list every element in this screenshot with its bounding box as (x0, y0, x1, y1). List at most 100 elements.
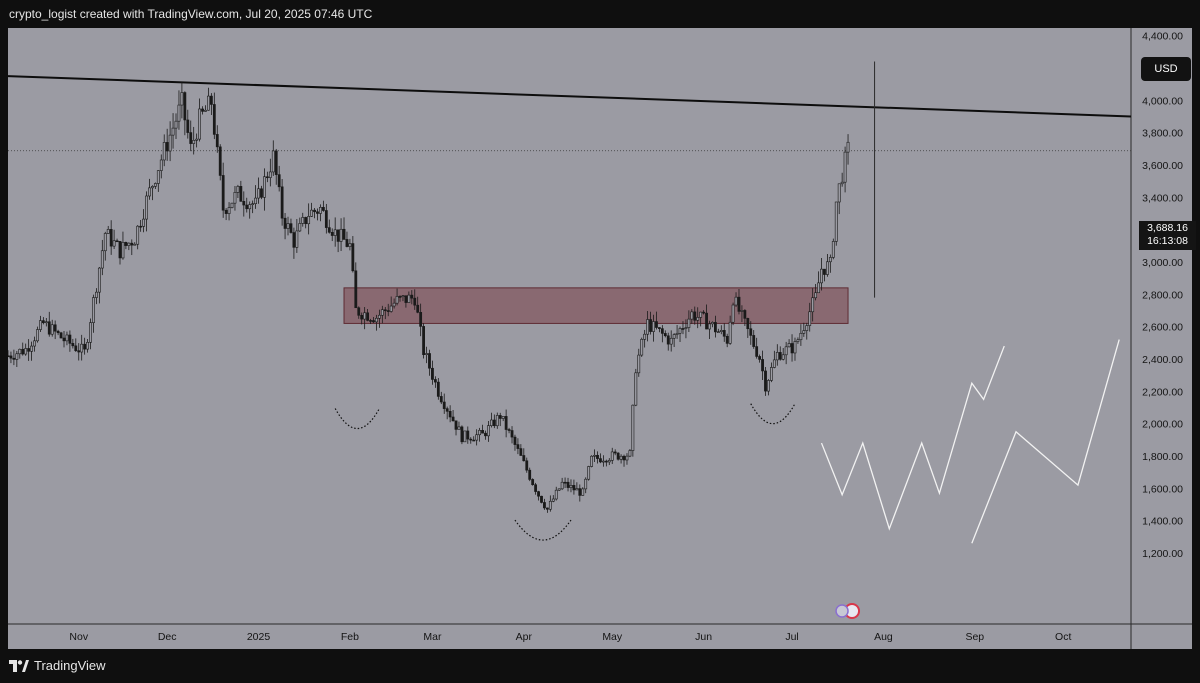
candle-body (201, 108, 204, 112)
candle-body (345, 239, 349, 247)
candle-body (660, 328, 664, 334)
candle-body (386, 310, 390, 312)
candle-body (274, 150, 278, 175)
candle-body (837, 183, 841, 203)
candle-body (50, 324, 54, 335)
candle-body (752, 335, 756, 347)
candle-body (130, 242, 134, 246)
currency-button[interactable]: USD (1141, 57, 1191, 81)
candle-body (8, 355, 10, 358)
candle-body (755, 346, 759, 357)
candle-body (799, 332, 803, 341)
candle-body (669, 337, 673, 345)
candle-body (684, 327, 688, 329)
candle-body (457, 426, 461, 430)
last-price-value: 3,688.16 (1147, 222, 1188, 234)
candle-body (510, 430, 514, 438)
candle-body (392, 302, 396, 307)
candle-body (327, 227, 331, 233)
candle-body (460, 426, 464, 443)
candle-body (528, 469, 532, 480)
candle-body (265, 176, 269, 179)
candle-body (133, 243, 137, 246)
bottom-arc (750, 403, 796, 425)
candle-body (554, 489, 558, 500)
candle-body (239, 186, 243, 202)
candle-body (77, 350, 81, 353)
candle-body (634, 372, 638, 406)
tradingview-logo[interactable]: TradingView (9, 658, 106, 673)
x-tick-label: Feb (341, 631, 359, 643)
candle-body (442, 401, 446, 409)
candle-body (516, 444, 520, 449)
candle-body (124, 242, 128, 246)
y-tick-label: 2,600.00 (1142, 322, 1183, 334)
candle-body (469, 438, 473, 441)
candle-body (180, 92, 184, 106)
attribution-bar: crypto_logist created with TradingView.c… (0, 0, 1200, 28)
candle-body (646, 319, 650, 335)
candle-body (802, 330, 806, 334)
candle-body (298, 223, 302, 232)
candle-body (395, 296, 399, 304)
candle-body (159, 159, 163, 171)
candle-body (719, 330, 723, 332)
candle-body (534, 484, 538, 492)
candle-body (106, 229, 110, 234)
candle-body (487, 425, 490, 437)
y-tick-label: 3,000.00 (1142, 257, 1183, 269)
candle-body (12, 357, 16, 360)
candle-body (758, 356, 762, 360)
candle-body (663, 333, 667, 337)
candle-body (843, 151, 847, 183)
candle-body (83, 343, 87, 350)
candle-body (513, 436, 517, 445)
candle-body (295, 230, 299, 248)
candle-body (248, 204, 252, 210)
candle-body (292, 232, 296, 248)
candle-body (330, 231, 334, 236)
x-tick-label: Oct (1055, 631, 1071, 643)
price-chart[interactable]: 1,200.00 1,400.00 1,600.00 1,800.00 2,000.00… (8, 28, 1192, 649)
candle-body (136, 225, 140, 245)
candle-body (811, 297, 815, 313)
candle-body (495, 415, 499, 427)
candle-body (454, 420, 458, 430)
candle-body (690, 311, 694, 320)
candle-body (666, 335, 670, 345)
candle-body (375, 317, 378, 323)
candle-body (649, 319, 652, 332)
x-tick-label: Jun (695, 631, 712, 643)
candle-body (828, 257, 832, 263)
candle-body (333, 229, 337, 236)
candle-body (548, 500, 552, 510)
candle-body (142, 218, 145, 227)
demand-zone (343, 287, 849, 324)
candle-body (118, 241, 122, 259)
candle-body (625, 455, 629, 461)
candle-body (433, 379, 437, 383)
candle-body (793, 341, 797, 354)
candle-body (233, 192, 237, 204)
chart-frame[interactable]: 1,200.00 1,400.00 1,600.00 1,800.00 2,000.00… (8, 28, 1196, 649)
candle-body (251, 203, 255, 205)
candle-body (224, 209, 228, 214)
candle-body (89, 322, 92, 343)
candle-body (790, 343, 794, 354)
candle-body (21, 348, 25, 355)
candle-body (389, 305, 393, 312)
candle-body (218, 146, 222, 176)
candle-body (593, 454, 596, 457)
candle-body (65, 334, 69, 342)
candle-body (230, 202, 234, 208)
candle-body (711, 322, 714, 325)
candle-body (448, 410, 452, 418)
candle-body (168, 134, 172, 152)
candle-body (360, 315, 364, 320)
y-tick-label: 3,800.00 (1142, 128, 1183, 140)
resistance-trendline (8, 75, 1132, 118)
candle-body (445, 408, 449, 412)
y-tick-label: 1,600.00 (1142, 483, 1183, 495)
candle-body (162, 142, 166, 161)
candle-body (560, 481, 564, 490)
